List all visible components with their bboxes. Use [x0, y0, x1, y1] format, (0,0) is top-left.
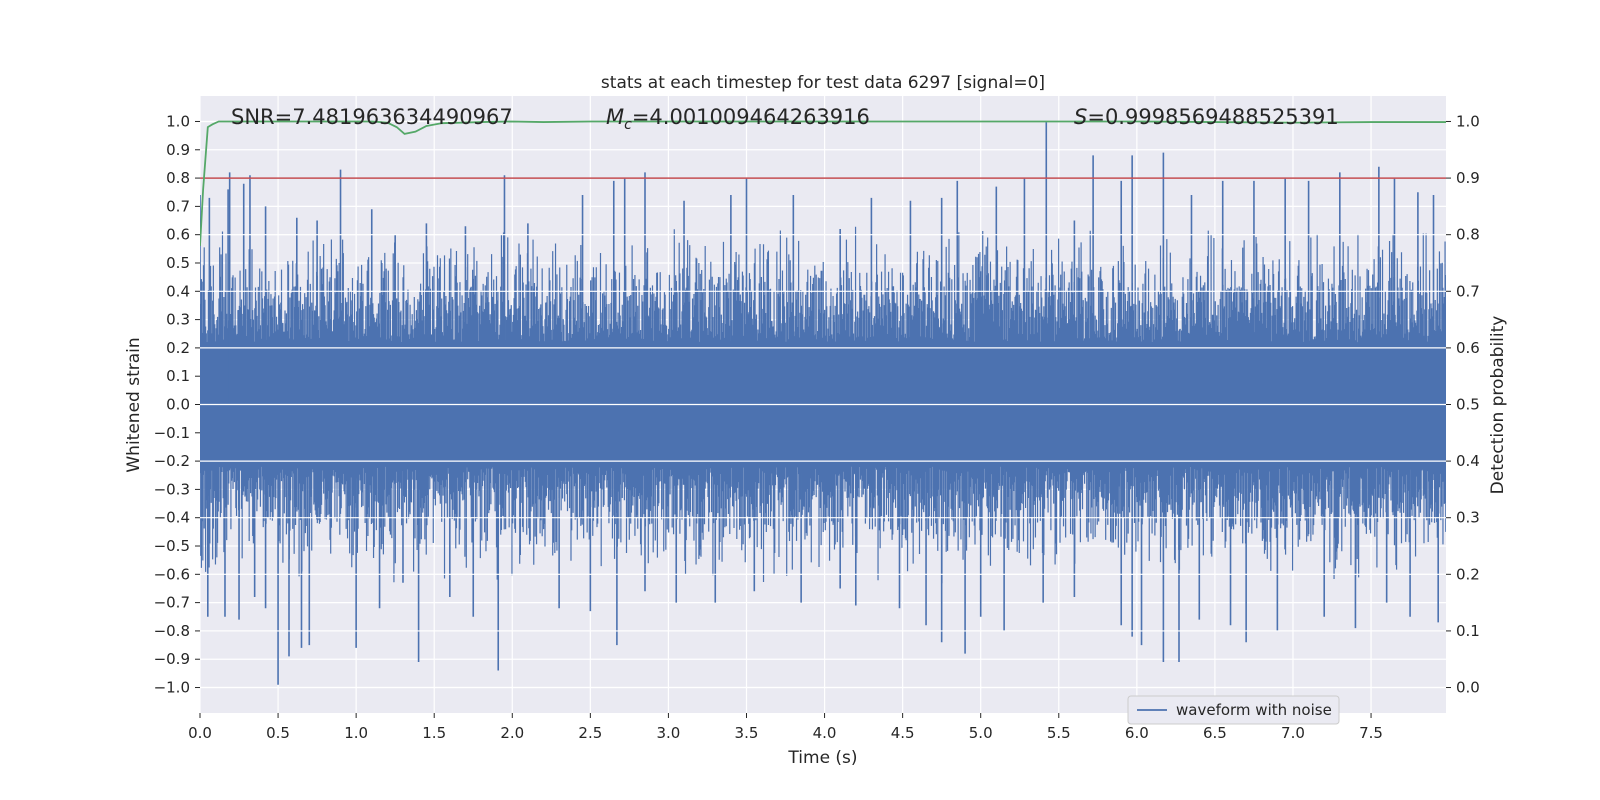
score-symbol: S — [1074, 105, 1087, 129]
x-tick-label: 4.5 — [891, 724, 915, 742]
left-y-tick-label: 1.0 — [166, 112, 190, 130]
left-y-tick-label: −0.2 — [154, 452, 190, 470]
left-y-tick-label: 0.5 — [166, 254, 190, 272]
score-value: =0.9998569488525391 — [1087, 105, 1338, 129]
left-y-tick-label: −0.4 — [154, 509, 190, 527]
left-y-tick-label: 0.2 — [166, 339, 190, 357]
right-y-tick-label: 0.7 — [1456, 282, 1480, 300]
left-y-tick-label: −0.1 — [154, 424, 190, 442]
left-y-tick-label: 0.4 — [166, 282, 190, 300]
chirp-mass-value: =4.001009464263916 — [632, 105, 870, 129]
right-y-tick-label: 0.9 — [1456, 169, 1480, 187]
x-tick-label: 0.0 — [188, 724, 212, 742]
right-y-tick-label: 1.0 — [1456, 112, 1480, 130]
chirp-mass-symbol: M — [606, 105, 624, 129]
x-tick-label: 6.5 — [1203, 724, 1227, 742]
left-y-tick-label: −0.6 — [154, 565, 190, 583]
x-tick-label: 7.0 — [1281, 724, 1305, 742]
left-y-tick-label: −0.3 — [154, 480, 190, 498]
x-axis-ticks: 0.0 0.5 1.0 1.5 2.0 2.5 3.0 3.5 4.0 4.5 5.0 5.5 6.0 6… — [188, 713, 1383, 742]
x-tick-label: 1.0 — [344, 724, 368, 742]
x-axis-label: Time (s) — [787, 748, 857, 768]
left-y-tick-label: 0.6 — [166, 226, 190, 244]
score-annotation: S=0.9998569488525391 — [1074, 105, 1339, 129]
right-y-axis-label: Detection probability — [1488, 316, 1508, 495]
snr-annotation: SNR=7.481963634490967 — [231, 105, 513, 129]
x-tick-label: 7.5 — [1359, 724, 1383, 742]
left-y-tick-label: 0.8 — [166, 169, 190, 187]
x-tick-label: 5.0 — [969, 724, 993, 742]
right-y-tick-label: 0.8 — [1456, 226, 1480, 244]
x-tick-label: 2.5 — [578, 724, 602, 742]
right-y-tick-label: 0.0 — [1456, 679, 1480, 697]
x-tick-label: 5.5 — [1047, 724, 1071, 742]
left-y-tick-label: −0.9 — [154, 650, 190, 668]
legend: waveform with noise — [1127, 695, 1340, 725]
right-y-tick-label: 0.3 — [1456, 509, 1480, 527]
left-y-axis-ticks: 1.0 0.9 0.8 0.7 0.6 0.5 0.4 0.3 0.2 0.1 0.0 −0.1 −0.… — [154, 112, 200, 697]
right-y-tick-label: 0.6 — [1456, 339, 1480, 357]
left-y-tick-label: −0.5 — [154, 537, 190, 555]
detection-probability-line — [200, 120, 1446, 247]
left-y-tick-label: 0.1 — [166, 367, 190, 385]
legend-label-waveform: waveform with noise — [1176, 701, 1332, 719]
left-y-tick-label: 0.7 — [166, 197, 190, 215]
left-y-tick-label: −1.0 — [154, 679, 190, 697]
x-tick-label: 4.0 — [813, 724, 837, 742]
right-y-axis-ticks: 1.0 0.9 0.8 0.7 0.6 0.5 0.4 0.3 0.2 0.1 0.0 — [1446, 112, 1480, 697]
x-tick-label: 6.0 — [1125, 724, 1149, 742]
left-y-axis-label: Whitened strain — [124, 337, 144, 472]
left-y-tick-label: 0.3 — [166, 311, 190, 329]
x-tick-label: 1.5 — [422, 724, 446, 742]
right-y-tick-label: 0.2 — [1456, 565, 1480, 583]
chirp-mass-subscript: c — [624, 117, 632, 133]
x-tick-label: 3.5 — [735, 724, 759, 742]
x-tick-label: 2.0 — [500, 724, 524, 742]
right-y-tick-label: 0.4 — [1456, 452, 1480, 470]
chart-title: stats at each timestep for test data 629… — [601, 73, 1045, 93]
left-y-tick-label: −0.8 — [154, 622, 190, 640]
x-tick-label: 3.0 — [656, 724, 680, 742]
left-y-tick-label: 0.9 — [166, 141, 190, 159]
right-y-tick-label: 0.5 — [1456, 396, 1480, 414]
right-y-tick-label: 0.1 — [1456, 622, 1480, 640]
left-y-tick-label: −0.7 — [154, 594, 190, 612]
left-y-tick-label: 0.0 — [166, 396, 190, 414]
chirp-mass-annotation: Mc=4.001009464263916 — [606, 105, 870, 133]
x-tick-label: 0.5 — [266, 724, 290, 742]
legend-box — [1127, 695, 1340, 725]
